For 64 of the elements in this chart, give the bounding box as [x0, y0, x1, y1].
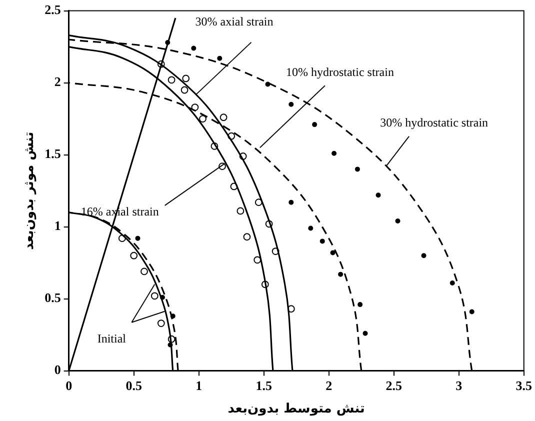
point	[272, 248, 280, 255]
point	[210, 142, 218, 150]
y-tick-label: 1	[54, 218, 61, 234]
point	[218, 162, 226, 170]
point	[358, 302, 363, 308]
point	[261, 280, 269, 288]
point	[217, 56, 222, 61]
point	[220, 114, 228, 122]
point	[230, 182, 238, 190]
point	[157, 60, 165, 68]
point	[191, 104, 199, 111]
point	[236, 207, 244, 215]
annotation: Initial	[97, 332, 127, 346]
point	[254, 256, 262, 264]
point	[199, 115, 206, 122]
x-tick-label: 1	[196, 378, 202, 393]
annotation: 10% hydrostatic strain	[286, 64, 394, 79]
point	[265, 220, 273, 228]
point	[450, 280, 455, 286]
point	[254, 198, 262, 206]
point	[130, 252, 138, 260]
point	[239, 152, 247, 160]
point	[182, 74, 190, 82]
point	[354, 166, 360, 172]
point	[168, 76, 176, 84]
x-tick-label: 2.5	[386, 378, 402, 393]
x-tick-label: 3	[456, 378, 463, 393]
y-tick-label: 2.5	[44, 2, 62, 18]
point	[288, 200, 294, 205]
point	[243, 233, 251, 241]
point	[469, 309, 474, 314]
point	[157, 320, 165, 327]
point	[228, 132, 236, 140]
point	[330, 250, 336, 256]
point	[421, 253, 426, 258]
x-tick-label: 2	[326, 378, 332, 393]
point	[135, 236, 140, 241]
x-tick-label: 3.5	[516, 378, 532, 393]
point	[118, 234, 126, 242]
y-axis-title: تنش موثر بدون‌بعد	[22, 132, 38, 250]
point	[338, 272, 344, 277]
point	[287, 305, 295, 313]
x-tick-label: 0.5	[126, 378, 142, 393]
point	[312, 122, 318, 128]
x-tick-label: 0	[66, 378, 72, 393]
point	[308, 226, 314, 231]
point	[332, 150, 337, 156]
point	[140, 268, 148, 276]
annotation: 30% hydrostatic strain	[380, 115, 488, 130]
y-tick-label: 2	[54, 74, 61, 90]
y-tick-label: 0	[54, 362, 61, 378]
x-tick-label: 1.5	[256, 378, 272, 393]
point	[395, 218, 400, 224]
point	[362, 330, 368, 336]
point	[168, 335, 176, 343]
y-tick-label: 0.5	[44, 290, 62, 306]
point	[320, 238, 325, 244]
y-tick-label: 1.5	[44, 146, 62, 162]
point	[288, 102, 294, 107]
annotation: 30% axial strain	[195, 14, 274, 28]
point	[191, 46, 196, 51]
point	[180, 86, 188, 94]
point	[376, 192, 381, 198]
x-axis-title: تنش متوسط بدون‌بعد	[228, 402, 365, 417]
